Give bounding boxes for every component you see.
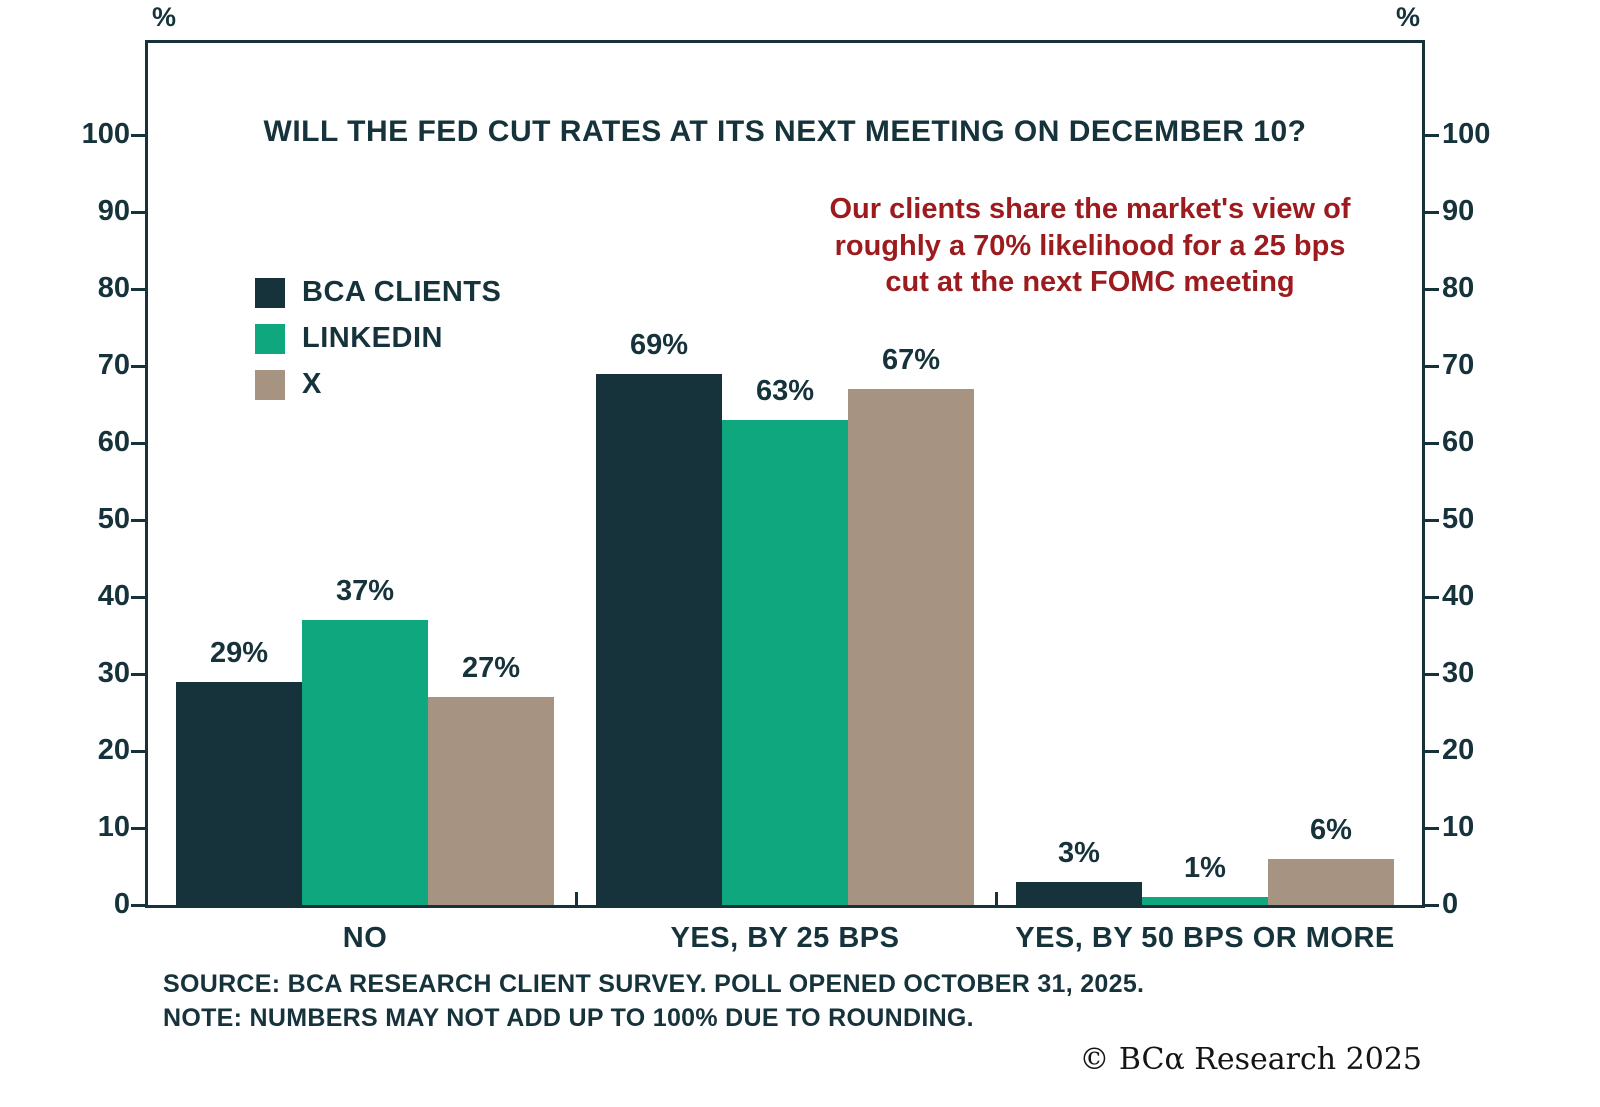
bar-value-label: 6%: [1310, 813, 1352, 846]
y-axis-label: 0: [113, 887, 130, 920]
bar-bca-clients-no: [176, 681, 302, 905]
bar-bca-clients-yes-by-50-bps-or-more: [1016, 881, 1142, 905]
y-axis-tick: [1425, 441, 1439, 445]
x-axis-label-yes-by-50-bps-or-more: YES, BY 50 BPS OR MORE: [1015, 922, 1395, 954]
bar-linkedin-yes-by-50-bps-or-more: [1142, 897, 1268, 905]
y-axis-label: 50: [97, 503, 130, 536]
x-axis-tick: [995, 892, 998, 905]
legend-label: X: [302, 368, 322, 400]
bar-value-label: 27%: [461, 652, 521, 685]
y-axis-label: 70: [1442, 349, 1475, 382]
y-axis-tick: [1425, 287, 1439, 291]
y-axis-label: 60: [1442, 426, 1475, 459]
bar-linkedin-yes-by-25-bps: [722, 420, 848, 905]
y-axis-tick: [1425, 903, 1439, 907]
legend-swatch-bca-clients: [255, 277, 285, 308]
annotation-text: Our clients share the market's view of r…: [796, 191, 1384, 301]
y-axis-tick: [1425, 364, 1439, 368]
bar-linkedin-no: [302, 620, 428, 905]
y-axis-unit-left: %: [152, 2, 177, 32]
legend-item-x: X: [255, 368, 501, 401]
bar-value-label: 37%: [335, 575, 395, 608]
y-axis-label: 10: [97, 810, 130, 843]
y-axis-label: 50: [1442, 503, 1475, 536]
y-axis-unit-right: %: [1396, 2, 1421, 32]
bar-value-label: 67%: [881, 344, 941, 377]
legend-swatch-x: [255, 369, 285, 400]
legend-item-linkedin: LINKEDIN: [255, 322, 501, 355]
y-axis-label: 100: [81, 118, 130, 151]
bar-value-label: 69%: [629, 328, 689, 361]
legend-item-bca-clients: BCA CLIENTS: [255, 276, 501, 309]
y-axis-tick: [131, 518, 145, 522]
y-axis-label: 20: [97, 733, 130, 766]
legend: BCA CLIENTS LINKEDIN X: [255, 276, 501, 401]
x-axis-label-no: NO: [342, 922, 388, 954]
y-axis-label: 80: [97, 272, 130, 305]
legend-label: BCA CLIENTS: [302, 276, 502, 308]
y-axis-tick: [131, 133, 145, 137]
chart-title: WILL THE FED CUT RATES AT ITS NEXT MEETI…: [263, 115, 1307, 148]
bar-x-no: [428, 697, 554, 905]
y-axis-tick: [131, 287, 145, 291]
bar-x-yes-by-50-bps-or-more: [1268, 858, 1394, 905]
y-axis-label: 0: [1442, 887, 1459, 920]
bar-value-label: 29%: [209, 636, 269, 669]
y-axis-tick: [131, 595, 145, 599]
legend-label: LINKEDIN: [302, 322, 443, 354]
x-axis-labels: NO YES, BY 25 BPS YES, BY 50 BPS OR MORE: [0, 922, 1600, 962]
y-axis-label: 30: [97, 656, 130, 689]
y-axis-tick: [131, 826, 145, 830]
annotation-line-1: Our clients share the market's view of: [829, 193, 1351, 225]
y-axis-tick: [1425, 749, 1439, 753]
y-axis-tick: [131, 749, 145, 753]
bar-value-label: 63%: [755, 375, 815, 408]
y-axis-tick: [131, 672, 145, 676]
copyright-text: © BCα Research 2025: [1079, 1042, 1422, 1077]
bar-value-label: 1%: [1184, 852, 1226, 885]
y-axis-tick: [131, 364, 145, 368]
note-text: NOTE: NUMBERS MAY NOT ADD UP TO 100% DUE…: [163, 1004, 974, 1032]
y-axis-tick: [131, 903, 145, 907]
annotation-line-3: cut at the next FOMC meeting: [885, 266, 1295, 299]
y-axis-tick: [1425, 672, 1439, 676]
y-axis-tick: [1425, 210, 1439, 214]
y-axis-label: 30: [1442, 656, 1475, 689]
y-axis-tick: [131, 441, 145, 445]
bar-x-yes-by-25-bps: [848, 389, 974, 905]
y-axis-tick: [1425, 518, 1439, 522]
bar-bca-clients-yes-by-25-bps: [596, 373, 722, 905]
y-axis-tick: [1425, 826, 1439, 830]
y-axis-label: 10: [1442, 810, 1475, 843]
y-axis-tick: [131, 210, 145, 214]
y-axis-label: 100: [1442, 118, 1491, 151]
y-axis-label: 40: [97, 579, 130, 612]
y-axis-label: 70: [97, 349, 130, 382]
y-axis-tick: [1425, 595, 1439, 599]
y-axis-label: 20: [1442, 733, 1475, 766]
y-axis-label: 40: [1442, 579, 1475, 612]
y-axis-tick: [1425, 133, 1439, 137]
x-axis-label-yes-by-25-bps: YES, BY 25 BPS: [670, 922, 900, 954]
y-axis-label: 80: [1442, 272, 1475, 305]
annotation-line-2: roughly a 70% likelihood for a 25 bps: [834, 229, 1346, 262]
legend-swatch-linkedin: [255, 323, 285, 354]
source-text: SOURCE: BCA RESEARCH CLIENT SURVEY. POLL…: [163, 970, 1145, 998]
bar-value-label: 3%: [1058, 836, 1100, 869]
y-axis-label: 90: [97, 195, 130, 228]
y-axis-label: 60: [97, 426, 130, 459]
y-axis-label: 90: [1442, 195, 1475, 228]
plot-area: WILL THE FED CUT RATES AT ITS NEXT MEETI…: [131, 40, 1439, 908]
bars-layer: 29% 37% 27% 69% 63% 67% 3% 1% 6%: [148, 43, 1422, 905]
x-axis-tick: [575, 892, 578, 905]
